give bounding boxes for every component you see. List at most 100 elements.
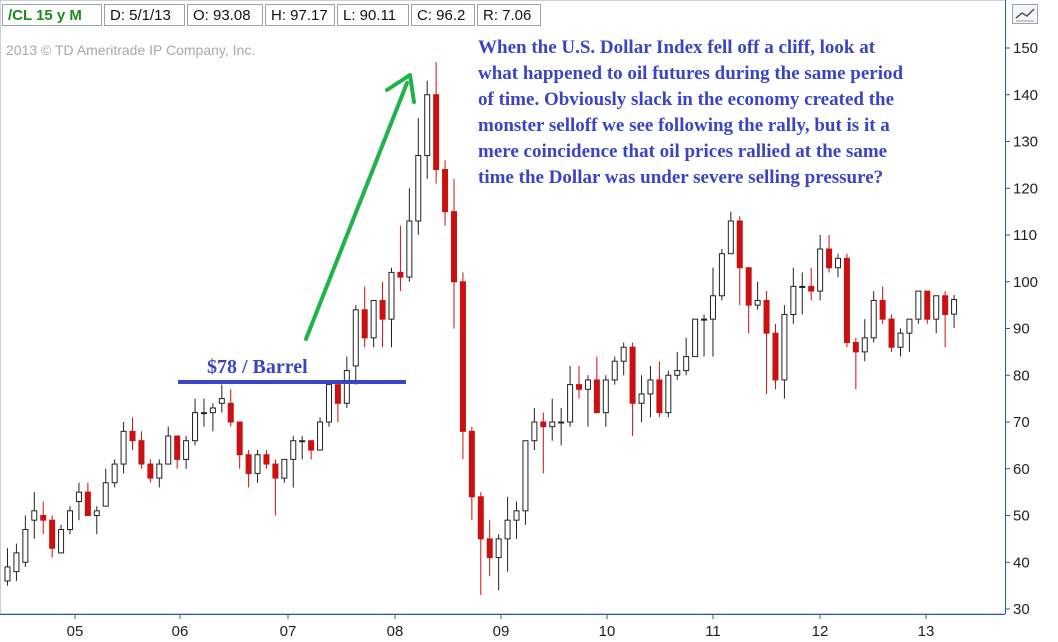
candle — [808, 267, 815, 301]
candle — [504, 496, 511, 572]
candle-body-down — [272, 463, 279, 479]
candle-body-down — [924, 290, 931, 320]
candle-body-down — [942, 295, 949, 315]
candle-body-down — [308, 440, 315, 451]
candle-body-up — [156, 463, 163, 479]
candle-body-down — [49, 519, 56, 549]
candle-body-down — [379, 299, 386, 320]
candle — [620, 342, 627, 376]
candle-body-up — [67, 510, 74, 531]
candle — [888, 314, 895, 352]
candle-body-up — [165, 435, 172, 465]
price-tick-label: 130 — [1013, 134, 1038, 151]
candle — [468, 426, 475, 521]
candle-body-up — [504, 519, 511, 540]
candle — [183, 436, 190, 469]
candle — [102, 468, 109, 507]
candle-body-up — [513, 510, 520, 521]
time-tick-label: 12 — [812, 623, 829, 640]
candle-body-up — [897, 332, 904, 348]
candle-body-down — [245, 454, 252, 474]
candle — [861, 319, 868, 362]
candle-body-down — [888, 318, 895, 348]
candle — [58, 524, 65, 554]
candle-body-up — [906, 318, 913, 334]
candle-body-down — [263, 454, 270, 465]
candle-body-up — [218, 398, 225, 404]
candle — [192, 398, 199, 446]
candle — [236, 421, 243, 469]
close-field: C: 96.2 — [411, 4, 475, 26]
annotation-line: time the Dollar was under severe selling… — [478, 167, 884, 188]
candle — [120, 422, 127, 474]
candle — [477, 492, 484, 595]
candle — [325, 384, 332, 427]
annotation-line: of time. Obviously slack in the economy … — [478, 89, 895, 110]
price-tick-label: 100 — [1013, 274, 1038, 291]
annotation-line: monster selloff we see following the ral… — [478, 115, 890, 136]
candle — [361, 286, 368, 348]
candle — [602, 375, 609, 427]
candle — [138, 431, 145, 469]
annotation-line: When the U.S. Dollar Index fell off a cl… — [478, 37, 876, 58]
candle-body-up — [620, 346, 627, 362]
candle — [933, 295, 940, 334]
candle-body-up — [58, 529, 65, 554]
candle-body-down — [361, 309, 368, 339]
candle-body-up — [611, 360, 618, 381]
candle — [540, 412, 547, 474]
open-field: O: 93.08 — [187, 4, 263, 26]
candle — [397, 225, 404, 292]
candle-body-down — [486, 538, 493, 559]
candle-body-down — [843, 257, 850, 344]
candle — [433, 62, 440, 184]
candle-body-down — [656, 379, 663, 414]
candle — [522, 440, 529, 525]
candle — [674, 351, 681, 380]
candle-body-up — [683, 356, 690, 372]
candle — [13, 543, 20, 581]
candle — [218, 384, 225, 413]
candle-body-up — [799, 285, 806, 288]
price-tick-label: 90 — [1013, 321, 1030, 338]
candle-body-up — [370, 299, 377, 339]
candle — [692, 318, 699, 358]
candle-body-down — [879, 299, 886, 320]
candle-body-up — [325, 384, 332, 423]
candle — [834, 253, 841, 278]
candle-body-down — [736, 220, 743, 269]
chart-style-button[interactable] — [1012, 4, 1038, 24]
candle — [656, 361, 663, 418]
candle — [4, 548, 11, 586]
candle-body-up — [111, 463, 118, 484]
candle — [701, 314, 708, 357]
candle — [75, 482, 82, 521]
candle-body-up — [13, 552, 20, 573]
candle — [870, 291, 877, 343]
symbol-field[interactable]: /CL 15 y M — [2, 4, 102, 26]
high-field: H: 97.17 — [265, 4, 335, 26]
candle-body-up — [701, 318, 708, 321]
time-tick-label: 10 — [599, 623, 616, 640]
candle — [245, 450, 252, 488]
candle — [683, 337, 690, 376]
candle — [799, 272, 806, 315]
candle-body-up — [31, 510, 38, 521]
candle — [415, 118, 422, 235]
candle-body-down — [84, 491, 91, 516]
time-axis: 05 06 07 08 09 10 11 12 13 — [67, 614, 934, 640]
candle-body-up — [75, 491, 82, 502]
candle-body-up — [674, 370, 681, 376]
candle — [593, 356, 600, 414]
candle — [424, 80, 431, 179]
candle-body-up — [102, 482, 109, 507]
candle-body-up — [120, 430, 127, 465]
candle — [67, 506, 74, 535]
candle — [709, 267, 716, 357]
candle-body-down — [772, 332, 779, 381]
line-chart-icon — [1015, 8, 1035, 22]
candle-body-up — [200, 412, 207, 415]
candle — [111, 459, 118, 488]
candle — [942, 291, 949, 348]
candle — [826, 235, 833, 273]
